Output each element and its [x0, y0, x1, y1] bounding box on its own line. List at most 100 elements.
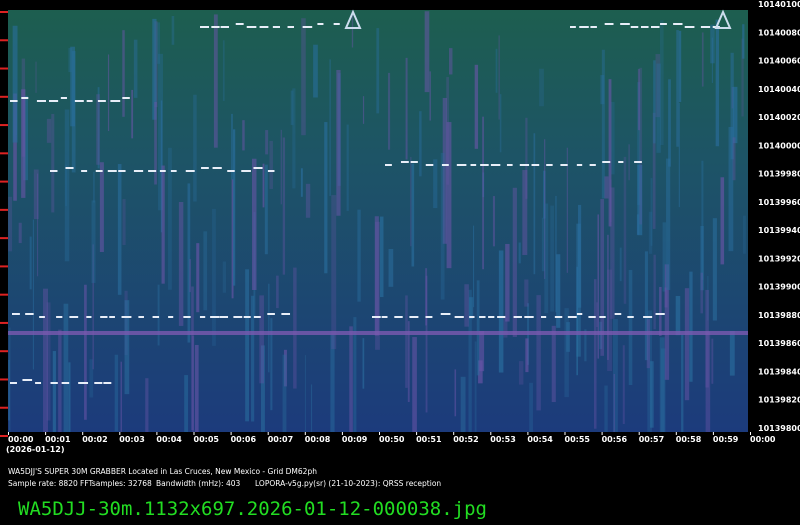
noise-streak	[93, 171, 95, 203]
x-tick	[119, 432, 121, 435]
x-tick	[453, 432, 455, 435]
noise-streak	[715, 19, 720, 147]
trace-dash	[700, 26, 711, 28]
noise-streak	[544, 139, 546, 279]
trace-dash	[497, 316, 506, 318]
trace-dash	[599, 316, 606, 318]
noise-streak	[388, 249, 394, 287]
trace-dash	[425, 316, 433, 318]
trace-dash	[287, 26, 295, 28]
noise-streak	[710, 24, 715, 64]
y-tick	[0, 265, 8, 268]
y-tick	[0, 321, 8, 324]
noise-streak	[290, 90, 294, 125]
noise-streak	[270, 318, 273, 411]
noise-streak	[608, 79, 612, 227]
noise-streak	[242, 120, 245, 151]
x-tick-label: 00:01	[45, 435, 71, 444]
noise-streak	[731, 87, 734, 109]
trace-dash	[109, 316, 115, 318]
noise-streak	[529, 382, 533, 432]
trace-dash	[454, 316, 464, 318]
noise-streak	[650, 178, 653, 246]
noise-streak	[161, 165, 165, 284]
noise-streak	[596, 302, 598, 328]
trace-dash	[519, 164, 530, 166]
noise-streak	[133, 39, 138, 98]
noise-streak	[157, 284, 160, 346]
noise-streak	[518, 242, 521, 264]
trace-dash	[409, 316, 419, 318]
trace-dash	[138, 316, 144, 318]
noise-streak	[639, 67, 643, 225]
trace-dash	[152, 316, 160, 318]
x-tick	[564, 432, 566, 435]
noise-streak	[194, 344, 199, 432]
noise-streak	[212, 208, 216, 346]
noise-streak	[114, 354, 119, 432]
noise-streak	[652, 112, 656, 229]
noise-streak	[280, 129, 282, 205]
noise-streak	[405, 57, 408, 160]
trace-dash	[554, 316, 563, 318]
trace-dash	[69, 316, 79, 318]
y-tick-label: 10140020	[758, 113, 800, 122]
trace-dash	[200, 26, 210, 28]
trace-dash	[531, 164, 540, 166]
noise-streak	[265, 130, 269, 155]
noise-streak	[636, 214, 640, 235]
noise-streak	[604, 176, 609, 199]
noise-streak	[556, 254, 561, 328]
noise-streak	[729, 330, 735, 376]
noise-streak	[628, 269, 633, 386]
noise-streak	[410, 157, 412, 247]
y-tick-label: 10140000	[758, 141, 800, 150]
noise-streak	[33, 169, 39, 220]
trace-dash	[441, 164, 449, 166]
noise-streak	[732, 137, 736, 181]
trace-dash	[540, 316, 547, 318]
noise-streak	[336, 69, 341, 216]
marker	[714, 9, 732, 29]
noise-streak	[628, 144, 630, 181]
x-tick-label: 00:53	[490, 435, 515, 444]
noise-streak	[518, 361, 524, 385]
trace-dash	[589, 164, 596, 166]
noise-streak	[678, 30, 682, 103]
trace-dash	[56, 316, 63, 318]
x-tick	[8, 432, 9, 435]
trace-dash	[267, 170, 275, 172]
y-tick	[0, 11, 8, 13]
noise-streak	[701, 160, 704, 280]
noise-streak	[231, 179, 234, 299]
noise-streak	[304, 355, 306, 432]
noise-streak	[331, 195, 337, 350]
trace-dash	[185, 170, 195, 172]
noise-streak	[664, 264, 670, 380]
trace-dash	[470, 164, 477, 166]
y-tick	[0, 39, 8, 42]
noise-streak	[305, 183, 311, 218]
noise-streak	[96, 94, 100, 165]
x-tick-label: 00:06	[231, 435, 257, 444]
noise-streak	[23, 95, 29, 181]
software: LOPORA-v5g.py(sr) (21-10-2023): QRSS rec…	[255, 479, 441, 488]
noise-streak	[283, 349, 287, 387]
trace-dash	[78, 382, 89, 384]
noise-streak	[120, 361, 122, 432]
trace-dash	[61, 382, 70, 384]
y-tick	[0, 378, 8, 381]
trace-dash	[576, 313, 583, 315]
noise-streak	[282, 354, 287, 432]
noise-streak	[668, 79, 671, 167]
noise-streak	[231, 113, 233, 180]
noise-streak	[653, 60, 656, 144]
noise-streak	[482, 116, 484, 270]
noise-streak	[245, 269, 250, 422]
x-tick	[490, 432, 492, 435]
noise-streak	[152, 18, 157, 120]
noise-streak	[160, 100, 163, 233]
fft-samples: FFTsamples: 32768	[80, 479, 152, 488]
noise-streak	[156, 22, 161, 64]
trace-dash	[21, 97, 29, 99]
